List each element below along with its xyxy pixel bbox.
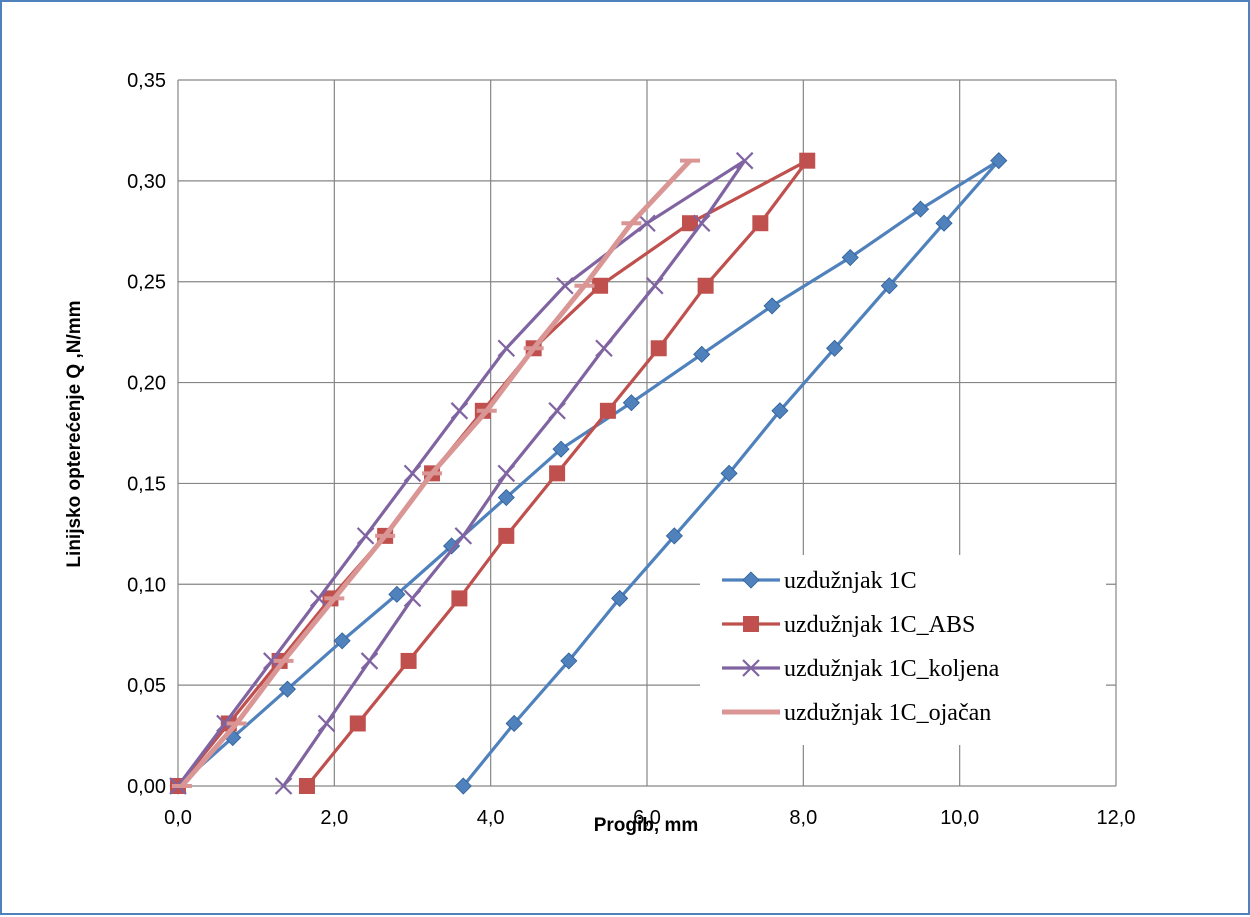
data-point-0-16 [826, 339, 844, 357]
data-point-2-7 [497, 339, 516, 358]
series-3 [171, 158, 700, 788]
data-point-2-20 [274, 777, 293, 795]
data-point-0-20 [611, 589, 629, 607]
data-point-0-3 [333, 632, 351, 650]
data-point-0-14 [935, 214, 953, 232]
x-tick-label: 12,0 [1097, 807, 1136, 829]
data-point-2-14 [548, 402, 566, 420]
data-point-1-9 [681, 215, 698, 232]
y-tick-label: 0,30 [127, 171, 166, 193]
x-tick-label: 2,0 [320, 807, 348, 829]
data-point-1-17 [451, 590, 468, 607]
legend-item-2: uzdužnjak 1C_koljena [722, 656, 1000, 682]
data-point-2-3 [309, 589, 328, 608]
y-tick-label: 0,25 [127, 272, 166, 294]
data-point-0-17 [771, 402, 789, 420]
data-point-2-11 [692, 214, 711, 232]
data-point-2-12 [646, 276, 664, 295]
data-point-2-9 [638, 214, 656, 232]
data-point-0-12 [912, 200, 930, 218]
legend-label: uzdužnjak 1C_koljena [784, 656, 1000, 682]
y-tick-label: 0,00 [127, 776, 166, 798]
data-point-1-10 [799, 152, 816, 169]
data-point-1-19 [349, 715, 366, 732]
legend-label: uzdužnjak 1C [784, 568, 917, 594]
legend-label: uzdužnjak 1C_ABS [784, 612, 975, 638]
series-line-0 [176, 159, 1001, 788]
data-point-2-8 [556, 276, 574, 295]
series-2 [169, 151, 754, 795]
gridlines [177, 79, 1117, 787]
data-point-1-8 [592, 277, 609, 294]
data-point-1-20 [298, 778, 315, 794]
data-point-0-7 [552, 440, 570, 458]
data-point-2-5 [403, 464, 422, 483]
y-tick-label: 0,35 [127, 70, 166, 92]
data-point-1-15 [549, 465, 566, 482]
x-tick-label: 4,0 [477, 807, 505, 829]
data-point-2-4 [356, 527, 375, 545]
data-point-0-11 [841, 248, 859, 267]
x-tick-label: 8,0 [789, 807, 817, 829]
data-point-0-13 [990, 152, 1008, 170]
data-point-0-21 [560, 652, 578, 670]
legend-marker [742, 659, 760, 677]
x-tick-label: 10,0 [940, 807, 979, 829]
x-tick-label: 6,0 [633, 807, 661, 829]
data-point-1-16 [498, 527, 515, 544]
legend-marker [742, 571, 760, 589]
data-point-0-22 [505, 714, 523, 733]
data-point-0-19 [665, 527, 683, 545]
data-point-2-17 [403, 589, 422, 608]
data-point-2-19 [317, 714, 336, 733]
x-axis-title: Progib, mm [594, 815, 699, 836]
data-point-1-18 [400, 652, 417, 669]
data-point-1-13 [650, 340, 667, 357]
legend-item-0: uzdužnjak 1C [722, 568, 917, 594]
data-point-0-6 [497, 488, 515, 507]
data-point-2-13 [595, 339, 613, 358]
data-point-1-14 [599, 402, 616, 419]
data-point-2-6 [450, 402, 469, 420]
data-point-0-15 [880, 277, 898, 295]
data-point-1-11 [752, 215, 769, 232]
series-0 [169, 152, 1008, 795]
data-point-0-18 [720, 464, 738, 482]
y-axis-title: Linijsko opterećenje Q ,N/mm [64, 300, 85, 567]
data-point-0-2 [278, 680, 296, 698]
data-point-2-18 [360, 652, 379, 670]
data-point-2-10 [735, 151, 754, 170]
y-tick-label: 0,15 [127, 473, 166, 495]
legend-item-1: uzdužnjak 1C_ABS [722, 612, 975, 638]
data-point-0-8 [622, 394, 640, 412]
x-tick-label: 0,0 [164, 807, 192, 829]
data-point-0-4 [388, 585, 406, 603]
y-tick-label: 0,05 [127, 675, 166, 697]
series-layer [169, 151, 1008, 795]
data-point-0-23 [454, 777, 472, 795]
legend-marker [743, 616, 759, 632]
legend-item-3: uzdužnjak 1C_ojačan [722, 700, 991, 726]
data-point-1-12 [697, 277, 714, 294]
data-point-2-15 [497, 464, 516, 483]
y-tick-label: 0,20 [127, 373, 166, 395]
data-point-0-9 [693, 345, 711, 363]
data-point-0-10 [763, 297, 781, 315]
tick-labels: 0,0 2,0 4,0 6,0 8,0 10,0 12,0 0,00 0,05 0,10 0,15 0… [127, 70, 1135, 829]
y-tick-label: 0,10 [127, 574, 166, 596]
legend-label: uzdužnjak 1C_ojačan [784, 700, 991, 726]
legend: uzdužnjak 1C uzdužnjak 1C_ABS uzdužnjak 1C… [700, 555, 1106, 745]
data-point-2-16 [454, 527, 473, 545]
